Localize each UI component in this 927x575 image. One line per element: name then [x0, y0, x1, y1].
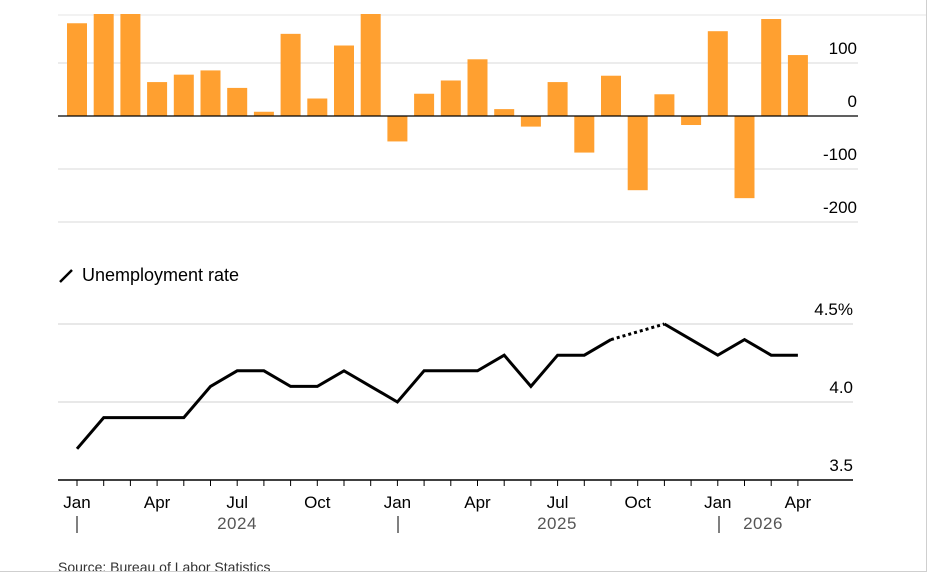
bar [387, 116, 408, 142]
unemployment-line [75, 338, 612, 450]
bar [280, 33, 301, 116]
bar [147, 82, 168, 116]
bar-y-tick-label: -100 [823, 145, 857, 164]
bar [761, 19, 782, 116]
bar [440, 80, 461, 116]
line-y-tick-label: 4.5% [814, 300, 853, 319]
bar [414, 93, 435, 116]
x-month-label: Oct [624, 493, 651, 512]
x-month-label: Jul [226, 493, 248, 512]
bar-y-tick-label: 100 [829, 39, 857, 58]
x-month-label: Apr [144, 493, 171, 512]
x-month-label: Jan [384, 493, 411, 512]
bar [734, 116, 755, 199]
bar [601, 75, 621, 116]
x-month-label: Oct [304, 493, 331, 512]
legend-label: Unemployment rate [82, 265, 240, 285]
bar [67, 23, 87, 116]
x-month-label: Jan [63, 493, 90, 512]
unemployment-line [663, 322, 798, 357]
bar-y-tick-label: -200 [823, 198, 857, 217]
bar [227, 87, 248, 116]
unemployment-legend: Unemployment rate [58, 265, 239, 286]
bar [93, 14, 114, 116]
bar [707, 31, 728, 117]
bar [334, 45, 354, 117]
bar [173, 74, 194, 116]
line-y-tick-label: 4.0 [829, 378, 853, 397]
x-year-label: 2025 [537, 514, 577, 533]
payrolls-bar-chart: 100 0 -100 -200 [58, 14, 927, 223]
x-year-label: 2026 [743, 514, 783, 533]
x-month-label: Apr [464, 493, 491, 512]
bar [467, 59, 488, 116]
bar [574, 116, 595, 153]
bar-y-tick-label: 0 [848, 92, 857, 111]
bar [494, 109, 515, 116]
x-month-label: Jul [547, 493, 569, 512]
bar [120, 14, 141, 116]
bar [520, 116, 541, 127]
bar [654, 94, 675, 116]
bar [787, 55, 808, 116]
bar [253, 111, 274, 116]
x-year-label: 2024 [217, 514, 257, 533]
source-note: Source: Bureau of Labor Statistics [58, 559, 271, 575]
bar [681, 116, 702, 126]
line-legend-icon [59, 268, 73, 283]
bar [307, 98, 328, 116]
bar [547, 82, 568, 116]
x-month-label: Jan [704, 493, 731, 512]
bar [200, 70, 221, 116]
bar [360, 14, 381, 116]
x-month-label: Apr [785, 493, 812, 512]
line-y-tick-label: 3.5 [829, 456, 853, 475]
bar [627, 116, 648, 191]
unemployment-missing-data-line [610, 322, 665, 342]
unemployment-line-chart: 4.5% 4.0 3.5 Jan Apr Jul Oct Jan Apr Jul Oct Jan Apr… [58, 300, 853, 533]
